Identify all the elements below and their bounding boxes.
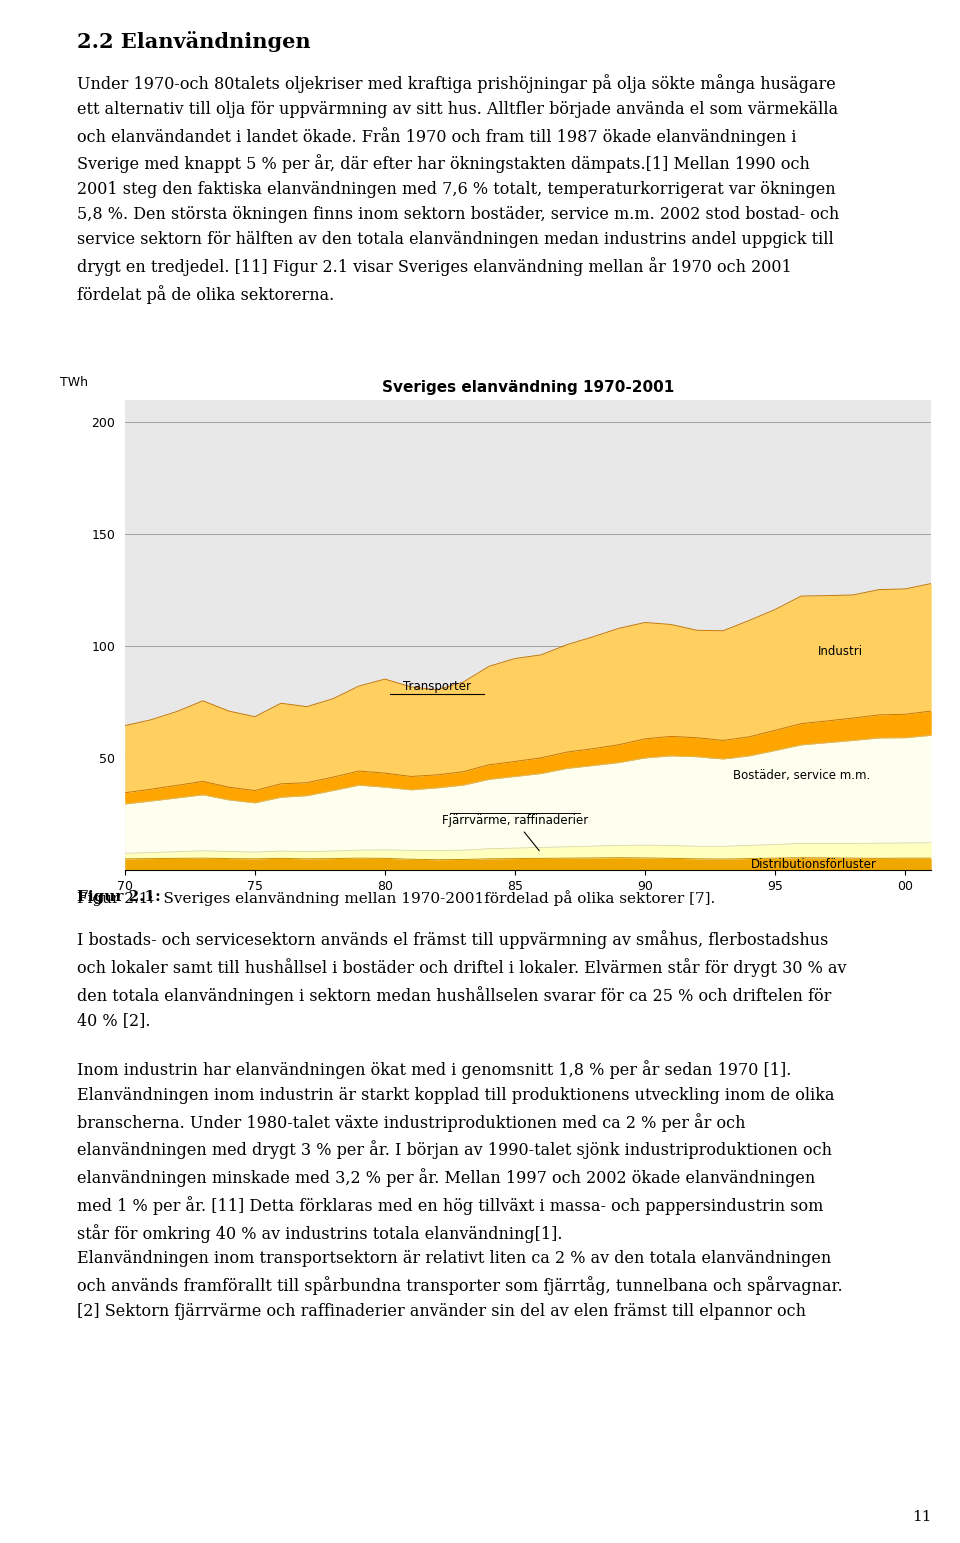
Text: Distributionsförluster: Distributionsförluster	[752, 858, 877, 870]
Text: 2.2 Elanvändningen: 2.2 Elanvändningen	[77, 31, 310, 52]
Text: Figur 2.1:  Sveriges elanvändning mellan 1970-2001fördelad på olika sektorer [7]: Figur 2.1: Sveriges elanvändning mellan …	[77, 890, 715, 906]
Text: Fjärrvärme, raffinaderier: Fjärrvärme, raffinaderier	[442, 815, 588, 850]
Text: Industri: Industri	[818, 645, 863, 657]
Text: TWh: TWh	[60, 376, 87, 389]
Title: Sveriges elanvändning 1970-2001: Sveriges elanvändning 1970-2001	[382, 380, 674, 395]
Text: Figur 2.1:: Figur 2.1:	[77, 890, 160, 904]
Text: Transporter: Transporter	[403, 680, 471, 693]
Text: Under 1970-och 80talets oljekriser med kraftiga prishöjningar på olja sökte mång: Under 1970-och 80talets oljekriser med k…	[77, 74, 839, 304]
Text: I bostads- och servicesektorn används el främst till uppvärmning av småhus, fler: I bostads- och servicesektorn används el…	[77, 930, 847, 1029]
Text: 11: 11	[912, 1511, 931, 1524]
Text: Elanvändningen inom transportsektorn är relativt liten ca 2 % av den totala elan: Elanvändningen inom transportsektorn är …	[77, 1250, 843, 1319]
Text: Bostäder, service m.m.: Bostäder, service m.m.	[732, 770, 870, 782]
Text: Inom industrin har elanvändningen ökat med i genomsnitt 1,8 % per år sedan 1970 : Inom industrin har elanvändningen ökat m…	[77, 1060, 834, 1244]
